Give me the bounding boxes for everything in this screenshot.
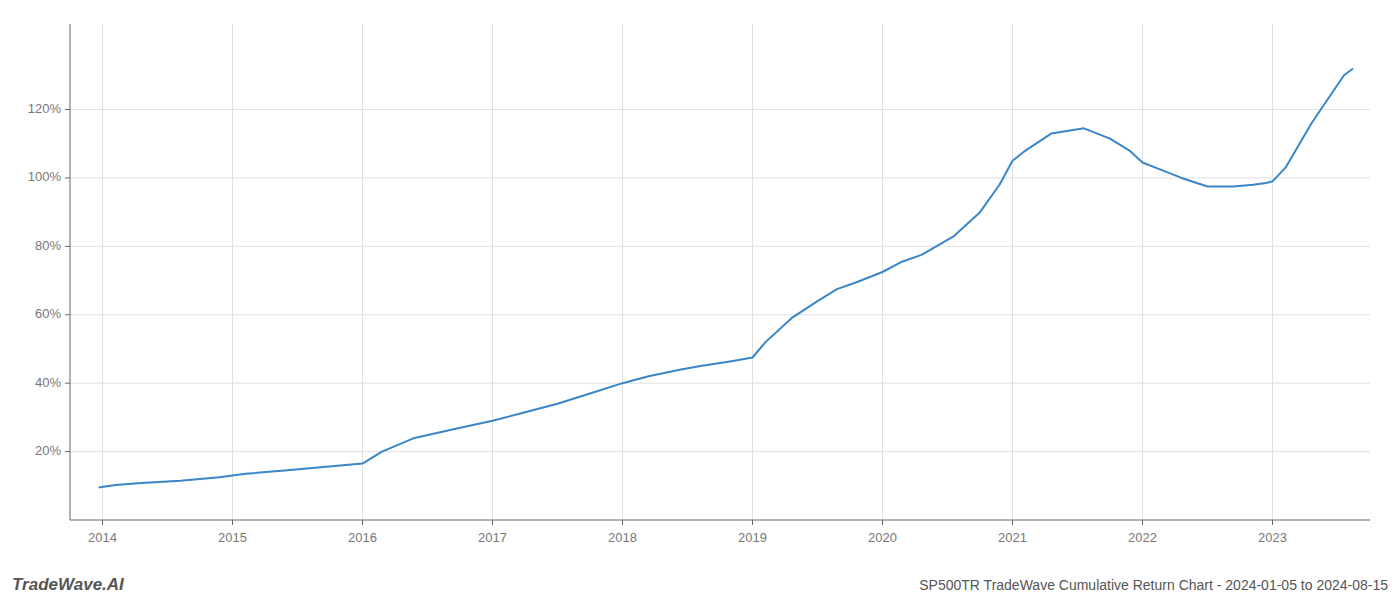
tick-label: 2017 <box>478 530 507 545</box>
grid-line <box>70 451 1370 452</box>
tick-mark <box>65 109 70 110</box>
watermark: TradeWave.AI <box>12 575 125 594</box>
grid-line <box>492 24 493 520</box>
tick-mark <box>752 520 753 525</box>
grid-line <box>752 24 753 520</box>
grid-line <box>102 24 103 520</box>
tick-label: 2021 <box>998 530 1027 545</box>
grid-line <box>1142 24 1143 520</box>
tick-label: 2016 <box>348 530 377 545</box>
grid-line <box>70 314 1370 315</box>
plot-area <box>99 68 1354 487</box>
tick-label: 2023 <box>1258 530 1287 545</box>
line <box>99 68 1354 487</box>
tick-mark <box>1012 520 1013 525</box>
grid-line <box>1272 24 1273 520</box>
tick-mark <box>492 520 493 525</box>
tick-mark <box>65 246 70 247</box>
tick-mark <box>622 520 623 525</box>
tick-mark <box>65 383 70 384</box>
tick-mark <box>1142 520 1143 525</box>
tick-label: 20% <box>35 443 61 458</box>
grid-line <box>70 383 1370 384</box>
tick-label: 2015 <box>218 530 247 545</box>
tick-mark <box>882 520 883 525</box>
background <box>0 0 1400 600</box>
tick-label: 2014 <box>88 530 117 545</box>
tick-mark <box>102 520 103 525</box>
title: SP500TR TradeWave Cumulative Return Char… <box>919 577 1388 593</box>
tick-label: 2020 <box>868 530 897 545</box>
axes: 20% 40% 60% 80% 100% 120% 2014 2015 2016 2017 2018… <box>28 24 1370 545</box>
tick-label: 100% <box>28 169 62 184</box>
tick-mark <box>65 314 70 315</box>
y-axis-line <box>70 24 71 520</box>
chart: 20% 40% 60% 80% 100% 120% 2014 2015 2016 2017 2018… <box>0 0 1400 600</box>
grid-line <box>622 24 623 520</box>
tick-mark <box>1272 520 1273 525</box>
grid-line <box>70 246 1370 247</box>
grid <box>70 24 1370 520</box>
tick-label: 60% <box>35 306 61 321</box>
tick-mark <box>362 520 363 525</box>
tick-label: 2022 <box>1128 530 1157 545</box>
grid-line <box>70 109 1370 110</box>
grid-line <box>70 177 1370 178</box>
tick-mark <box>232 520 233 525</box>
tick-label: 2018 <box>608 530 637 545</box>
tick-mark <box>65 451 70 452</box>
x-axis-line <box>70 520 1370 521</box>
tick-label: 120% <box>28 101 62 116</box>
tick-label: 2019 <box>738 530 767 545</box>
tick-label: 80% <box>35 238 61 253</box>
grid-line <box>232 24 233 520</box>
tick-label: 40% <box>35 375 61 390</box>
grid-line <box>362 24 363 520</box>
tick-mark <box>65 177 70 178</box>
grid-line <box>1012 24 1013 520</box>
